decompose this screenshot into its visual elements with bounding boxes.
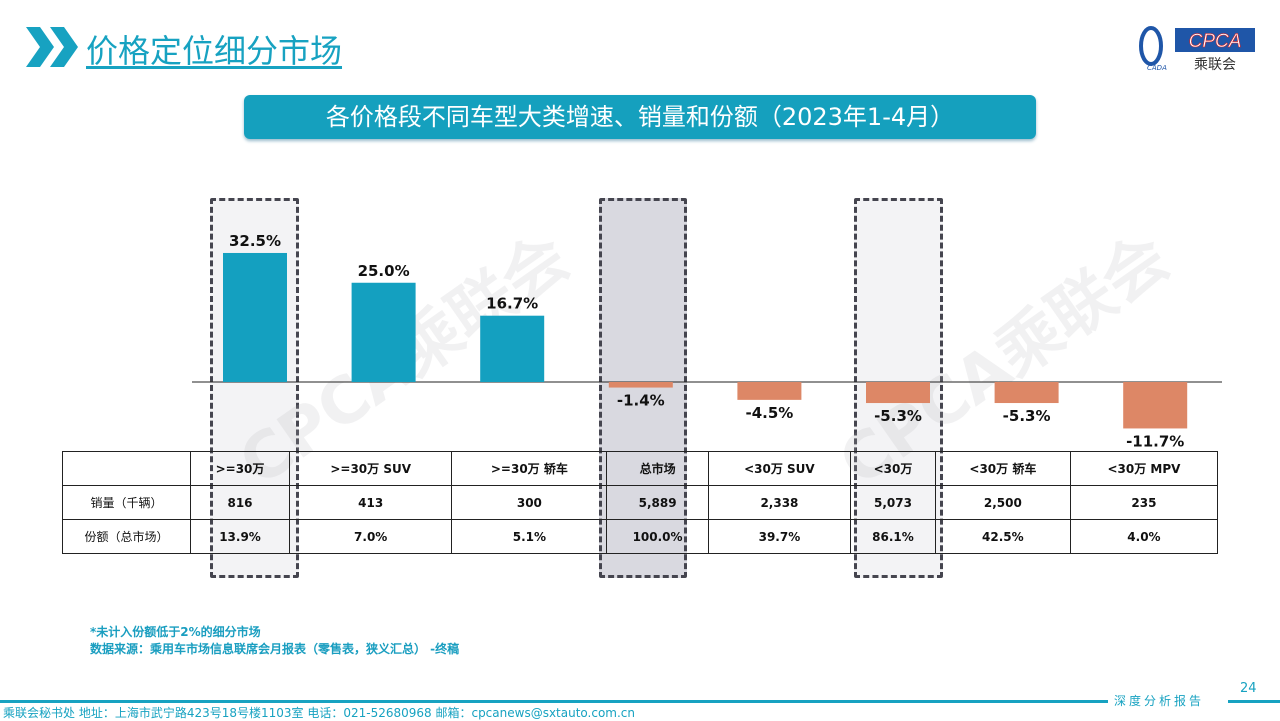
bar [737,382,802,400]
data-label: 16.7% [486,295,538,313]
table-cell: 300 [451,485,608,520]
data-label: 25.0% [358,262,410,280]
table-header-row: >=30万 >=30万 SUV >=30万 轿车 总市场 <30万 SUV <30万 <30… [62,451,1219,486]
bar [351,282,416,382]
table-cell: 100.0% [606,519,709,554]
table-cell: 235 [1069,485,1219,520]
data-label: -5.3% [874,407,922,425]
table-cell: 86.1% [850,519,936,554]
data-label: -4.5% [745,404,793,422]
table-cell: 5,889 [606,485,709,520]
report-label: 深度分析报告 [1114,694,1205,708]
column-header: >=30万 轿车 [451,451,608,486]
column-header: <30万 SUV [707,451,852,486]
data-label: -5.3% [1003,407,1051,425]
table-cell: 7.0% [289,519,453,554]
bar [608,382,673,388]
table-cell: 2,338 [707,485,852,520]
table-cell: 413 [289,485,453,520]
table-cell: 39.7% [707,519,852,554]
column-header: >=30万 [189,451,291,486]
footer-contact: 乘联会秘书处 地址：上海市武宁路423号18号楼1103室 电话：021-526… [3,706,636,720]
table-cell: 2,500 [934,485,1071,520]
column-header: <30万 MPV [1069,451,1219,486]
column-header: <30万 轿车 [934,451,1071,486]
data-label: -11.7% [1126,432,1184,450]
svg-text:CADA: CADA [1147,64,1167,72]
page-title: 价格定位细分市场 [86,32,343,70]
row-label: 份额（总市场） [62,519,191,554]
column-header: <30万 [850,451,936,486]
table-cell: 816 [189,485,291,520]
footer-divider [0,700,1108,703]
bar [223,252,287,382]
table-cell: 4.0% [1069,519,1219,554]
svg-text:乘联会: 乘联会 [1194,57,1236,72]
table-cell: 5,073 [850,485,936,520]
cpca-logo: CPCA 乘联会 CADA [1139,26,1255,72]
data-label: -1.4% [617,392,665,410]
row-label: 销量（千辆） [62,485,191,520]
chevron-icon [26,27,78,67]
footer-divider [1228,700,1280,703]
bar [866,382,930,404]
table-row: 份额（总市场） 13.9% 7.0% 5.1% 100.0% 39.7% 86.1% 42.5… [62,519,1219,554]
column-header: >=30万 SUV [289,451,453,486]
notes: *未计入份额低于2%的细分市场 数据来源：乘用车市场信息联席会月报表（零售表，狭… [90,624,459,658]
bar [480,315,545,382]
column-header: 总市场 [606,451,709,486]
table-corner [62,451,191,486]
page-number: 24 [1240,681,1257,696]
table-cell: 13.9% [189,519,291,554]
table-cell: 5.1% [451,519,608,554]
data-table: >=30万 >=30万 SUV >=30万 轿车 总市场 <30万 SUV <30万 <30… [62,451,1219,554]
svg-text:CPCA: CPCA [1189,31,1242,52]
bar [1123,382,1188,429]
chart-banner-title: 各价格段不同车型大类增速、销量和份额（2023年1-4月） [244,95,1036,139]
footnote: *未计入份额低于2%的细分市场 [90,625,261,639]
data-label: 32.5% [229,232,281,250]
bar [994,382,1059,404]
table-cell: 42.5% [934,519,1071,554]
table-row: 销量（千辆） 816 413 300 5,889 2,338 5,073 2,500 235 [62,485,1219,520]
data-source: 数据来源：乘用车市场信息联席会月报表（零售表，狭义汇总） -终稿 [90,642,460,656]
